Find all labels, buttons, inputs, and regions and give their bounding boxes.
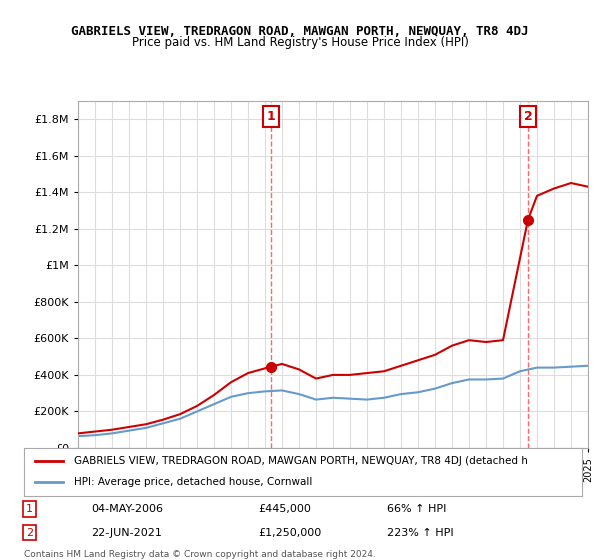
Text: 2: 2 bbox=[524, 110, 532, 123]
Text: 2: 2 bbox=[26, 528, 33, 538]
Text: 223% ↑ HPI: 223% ↑ HPI bbox=[387, 528, 454, 538]
Text: GABRIELS VIEW, TREDRAGON ROAD, MAWGAN PORTH, NEWQUAY, TR8 4DJ: GABRIELS VIEW, TREDRAGON ROAD, MAWGAN PO… bbox=[71, 25, 529, 38]
Text: 1: 1 bbox=[26, 504, 33, 514]
Text: 04-MAY-2006: 04-MAY-2006 bbox=[91, 504, 163, 514]
Text: HPI: Average price, detached house, Cornwall: HPI: Average price, detached house, Corn… bbox=[74, 477, 313, 487]
Text: £1,250,000: £1,250,000 bbox=[259, 528, 322, 538]
Text: GABRIELS VIEW, TREDRAGON ROAD, MAWGAN PORTH, NEWQUAY, TR8 4DJ (detached h: GABRIELS VIEW, TREDRAGON ROAD, MAWGAN PO… bbox=[74, 456, 528, 466]
Text: Price paid vs. HM Land Registry's House Price Index (HPI): Price paid vs. HM Land Registry's House … bbox=[131, 36, 469, 49]
Text: 1: 1 bbox=[266, 110, 275, 123]
Text: 66% ↑ HPI: 66% ↑ HPI bbox=[387, 504, 446, 514]
Text: £445,000: £445,000 bbox=[259, 504, 311, 514]
Text: 22-JUN-2021: 22-JUN-2021 bbox=[91, 528, 162, 538]
Text: Contains HM Land Registry data © Crown copyright and database right 2024.
This d: Contains HM Land Registry data © Crown c… bbox=[24, 550, 376, 560]
